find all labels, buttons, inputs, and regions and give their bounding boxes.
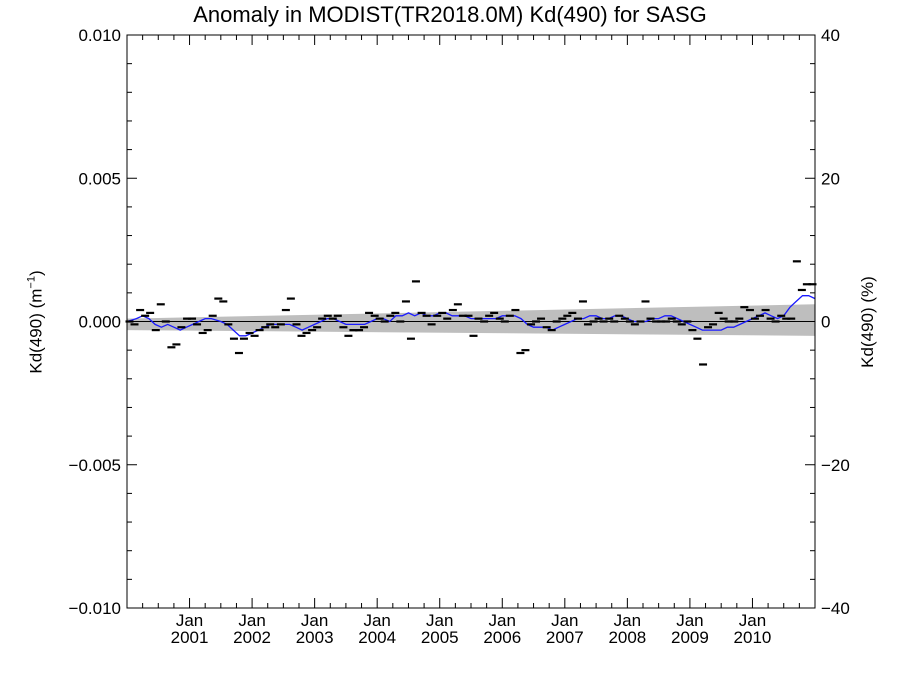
x-tick-label-month: Jan (739, 611, 766, 630)
y-right-tick-label: −40 (821, 599, 850, 618)
y-left-tick-label: 0.000 (78, 313, 121, 332)
x-tick-label-year: 2004 (358, 628, 396, 647)
smoothed-series-line (126, 295, 816, 337)
x-tick-label-month: Jan (551, 611, 578, 630)
x-tick-label-year: 2006 (483, 628, 521, 647)
x-tick-label-month: Jan (363, 611, 390, 630)
trend-band-layer (127, 304, 815, 336)
trend-band (127, 304, 815, 336)
y-right-tick-label: 40 (821, 26, 840, 45)
x-tick-label-year: 2005 (421, 628, 459, 647)
x-tick-label-year: 2009 (671, 628, 709, 647)
y-right-tick-label: 0 (821, 313, 830, 332)
x-tick-label-month: Jan (301, 611, 328, 630)
x-tick-label-year: 2010 (734, 628, 772, 647)
y-left-tick-label: 0.005 (78, 169, 121, 188)
x-tick-label-month: Jan (676, 611, 703, 630)
x-tick-label-month: Jan (489, 611, 516, 630)
axes-layer: 0.010 0.005 0.000 −0.005 −0.010 40 20 0 −20 −40 Ja… (69, 26, 850, 647)
x-tick-label-month: Jan (426, 611, 453, 630)
x-tick-label-year: 2007 (546, 628, 584, 647)
y-left-tick-label: −0.005 (69, 456, 121, 475)
x-tick-label-year: 2002 (233, 628, 271, 647)
y-left-tick-label: 0.010 (78, 26, 121, 45)
x-tick-label-year: 2003 (296, 628, 334, 647)
chart-title: Anomaly in MODIST(TR2018.0M) Kd(490) for… (193, 2, 707, 27)
y-right-tick-label: −20 (821, 456, 850, 475)
x-tick-label-month: Jan (238, 611, 265, 630)
y-right-tick-label: 20 (821, 169, 840, 188)
x-tick-label-year: 2008 (608, 628, 646, 647)
x-tick-label-month: Jan (614, 611, 641, 630)
smoothed-series-layer (126, 295, 816, 337)
y-left-tick-label: −0.010 (69, 599, 121, 618)
x-tick-label-year: 2001 (171, 628, 209, 647)
monthly-anomaly-layer (125, 260, 817, 366)
x-tick-label-month: Jan (176, 611, 203, 630)
